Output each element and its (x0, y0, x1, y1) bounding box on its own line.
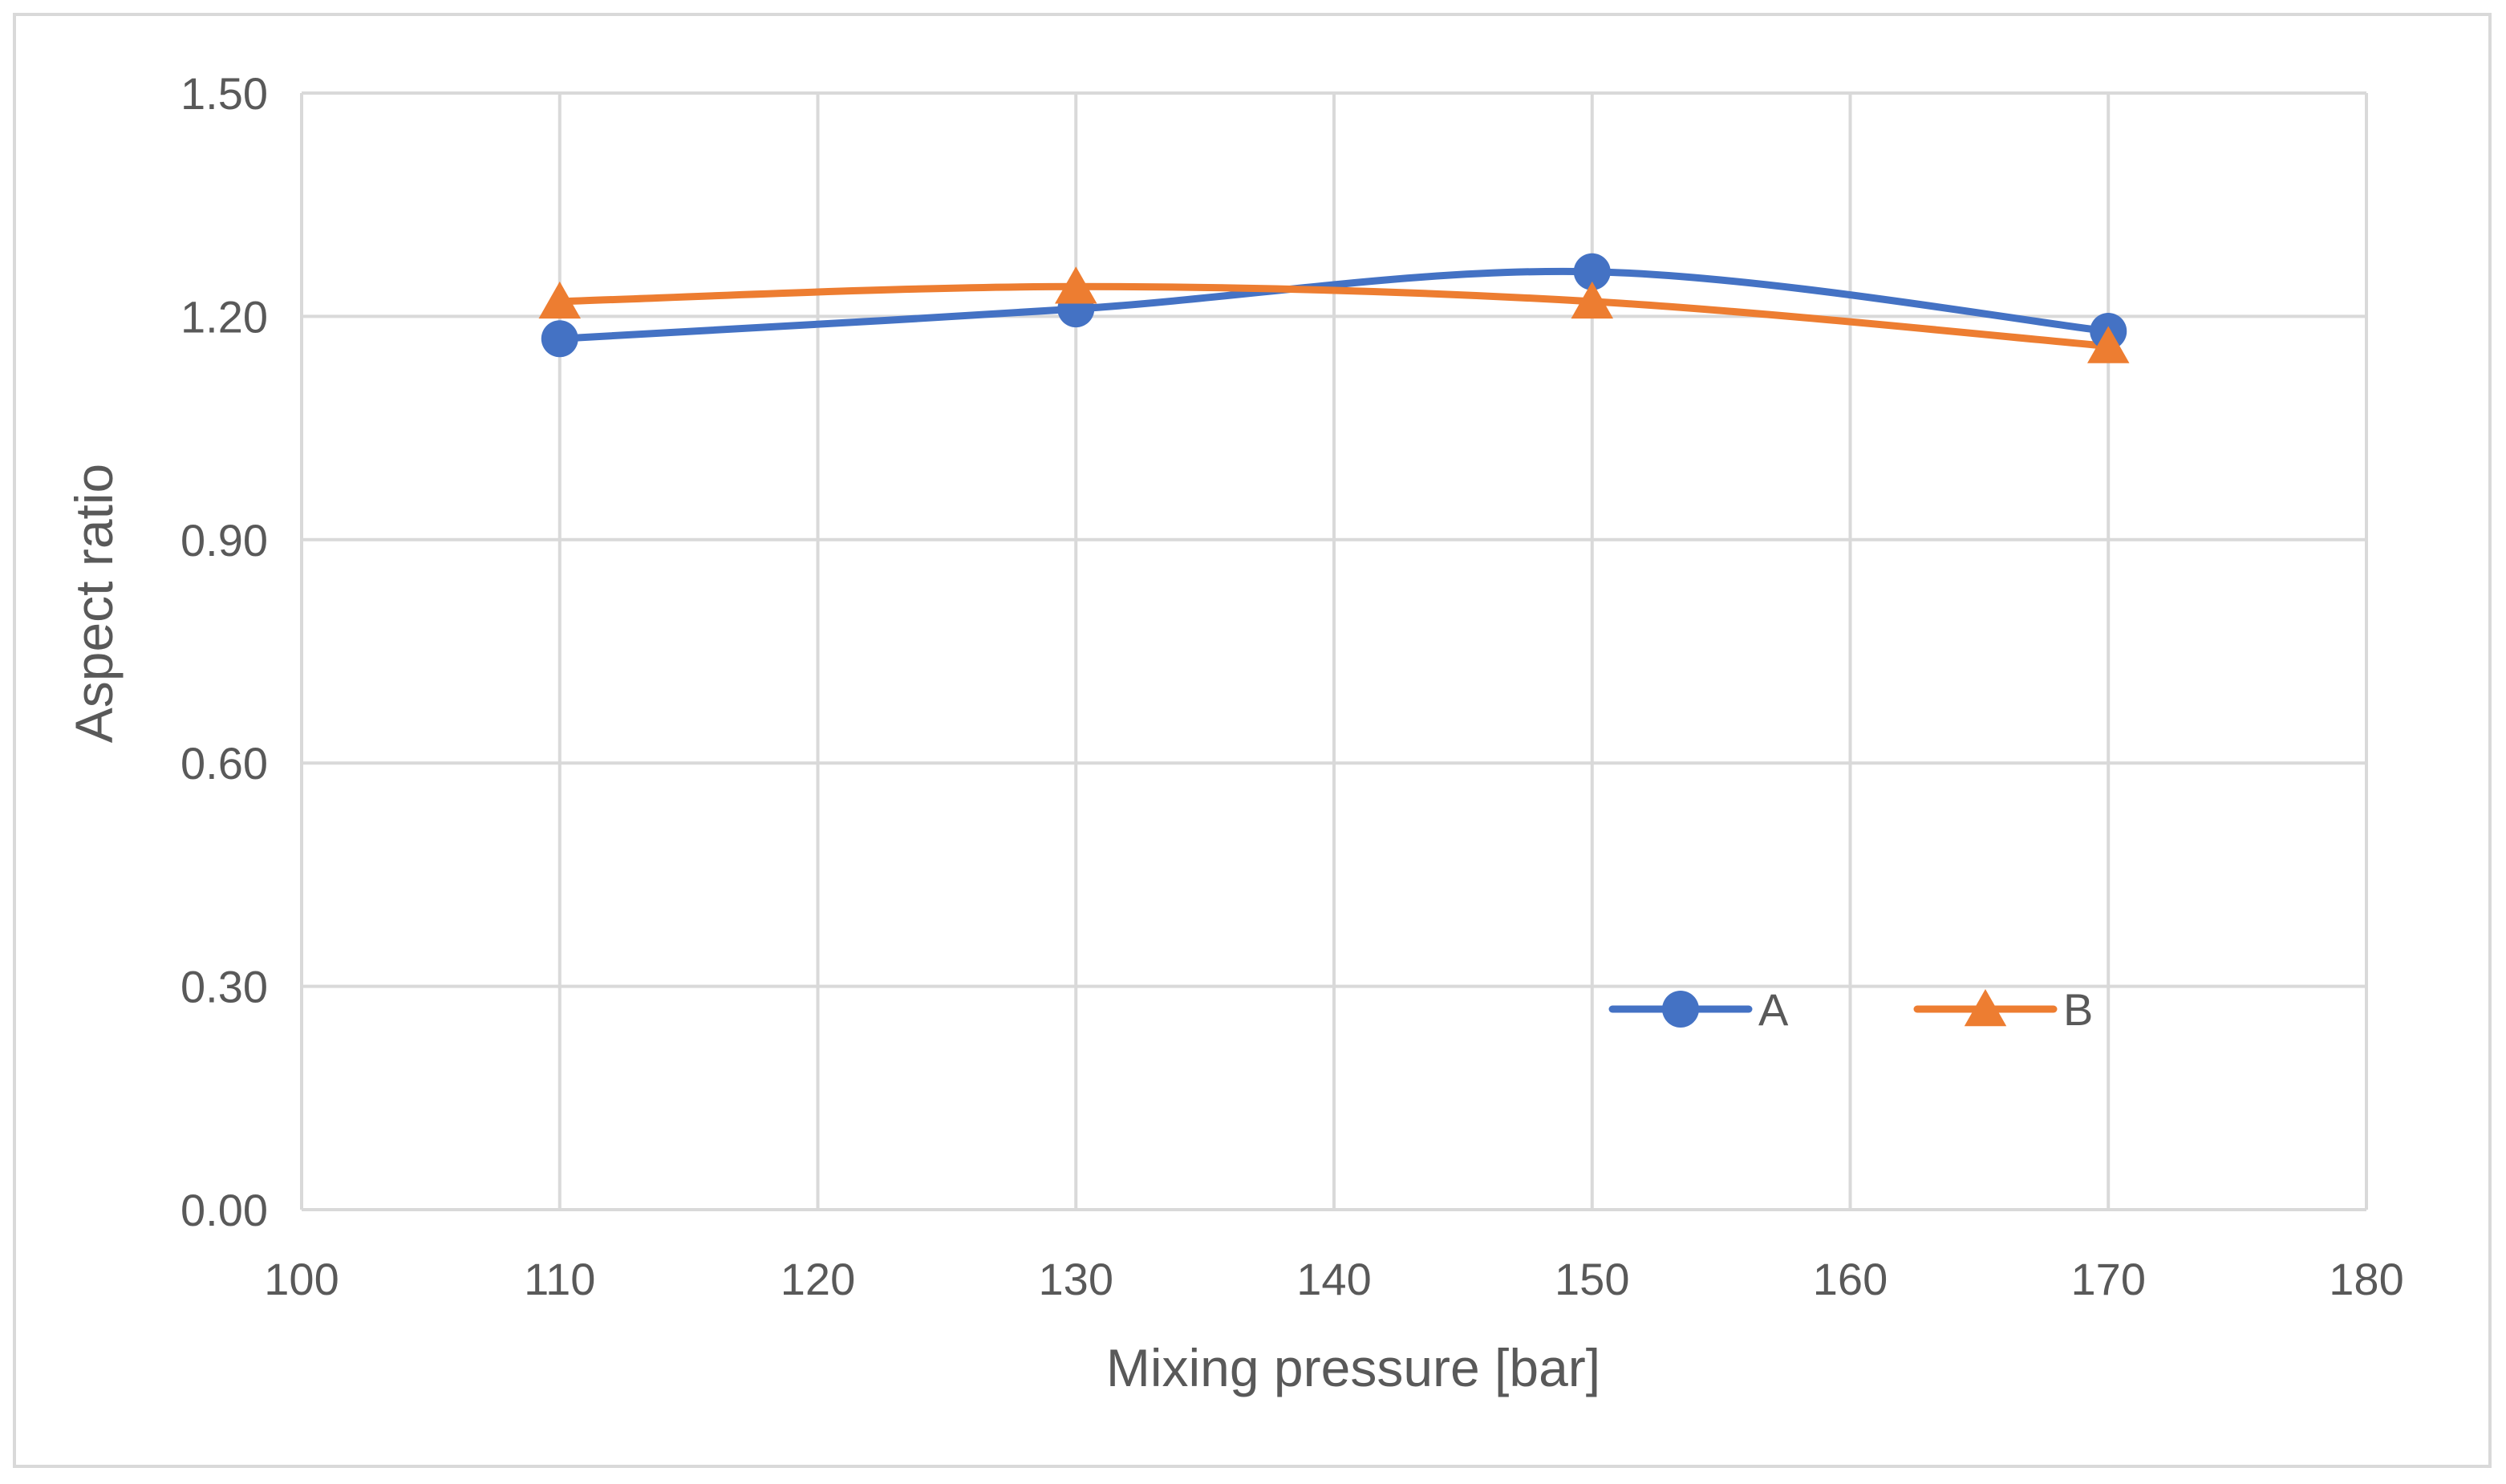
x-axis-title: Mixing pressure [bar] (1106, 1338, 1600, 1397)
x-tick-label-160: 160 (1813, 1254, 1888, 1304)
series-line-a (556, 267, 2112, 343)
y-axis-title: Aspect ratio (64, 464, 124, 744)
x-tick-label-170: 170 (2071, 1254, 2146, 1304)
legend-marker-a (1662, 991, 1699, 1028)
y-tick-label-1.20: 1.20 (180, 291, 268, 342)
y-tick-label-0.90: 0.90 (180, 515, 268, 566)
series-markers (538, 253, 2130, 363)
x-tick-label-110: 110 (524, 1254, 595, 1304)
data-point-b-110 (538, 281, 581, 319)
tick-labels: 100 110 120 130 140 150 160 170 180 0.00 0.30 0.60 0… (180, 68, 2404, 1304)
data-point-b-130 (1055, 266, 1097, 304)
axes (300, 93, 2366, 1211)
y-tick-label-0.30: 0.30 (180, 962, 268, 1012)
data-point-b-170 (2087, 326, 2130, 363)
series-line-b (556, 282, 2112, 351)
x-tick-label-180: 180 (2329, 1254, 2403, 1304)
legend-label-b: B (2063, 984, 2093, 1035)
data-point-a-110 (541, 320, 578, 358)
legend-label-a: A (1758, 984, 1789, 1035)
y-tick-label-0.60: 0.60 (180, 738, 268, 789)
data-point-a-150 (1573, 253, 1611, 290)
x-tick-label-100: 100 (264, 1254, 339, 1304)
series-lines (556, 267, 2112, 351)
x-tick-label-150: 150 (1555, 1254, 1629, 1304)
x-tick-label-120: 120 (781, 1254, 855, 1304)
x-tick-label-140: 140 (1296, 1254, 1371, 1304)
x-tick-label-130: 130 (1039, 1254, 1113, 1304)
data-point-b-150 (1571, 281, 1613, 319)
legend-marker-b (1964, 989, 2007, 1027)
y-tick-label-1.50: 1.50 (180, 68, 268, 119)
grid-lines (302, 91, 2368, 1210)
y-tick-label-0.00: 0.00 (180, 1185, 268, 1235)
chart-frame (13, 13, 2492, 1468)
